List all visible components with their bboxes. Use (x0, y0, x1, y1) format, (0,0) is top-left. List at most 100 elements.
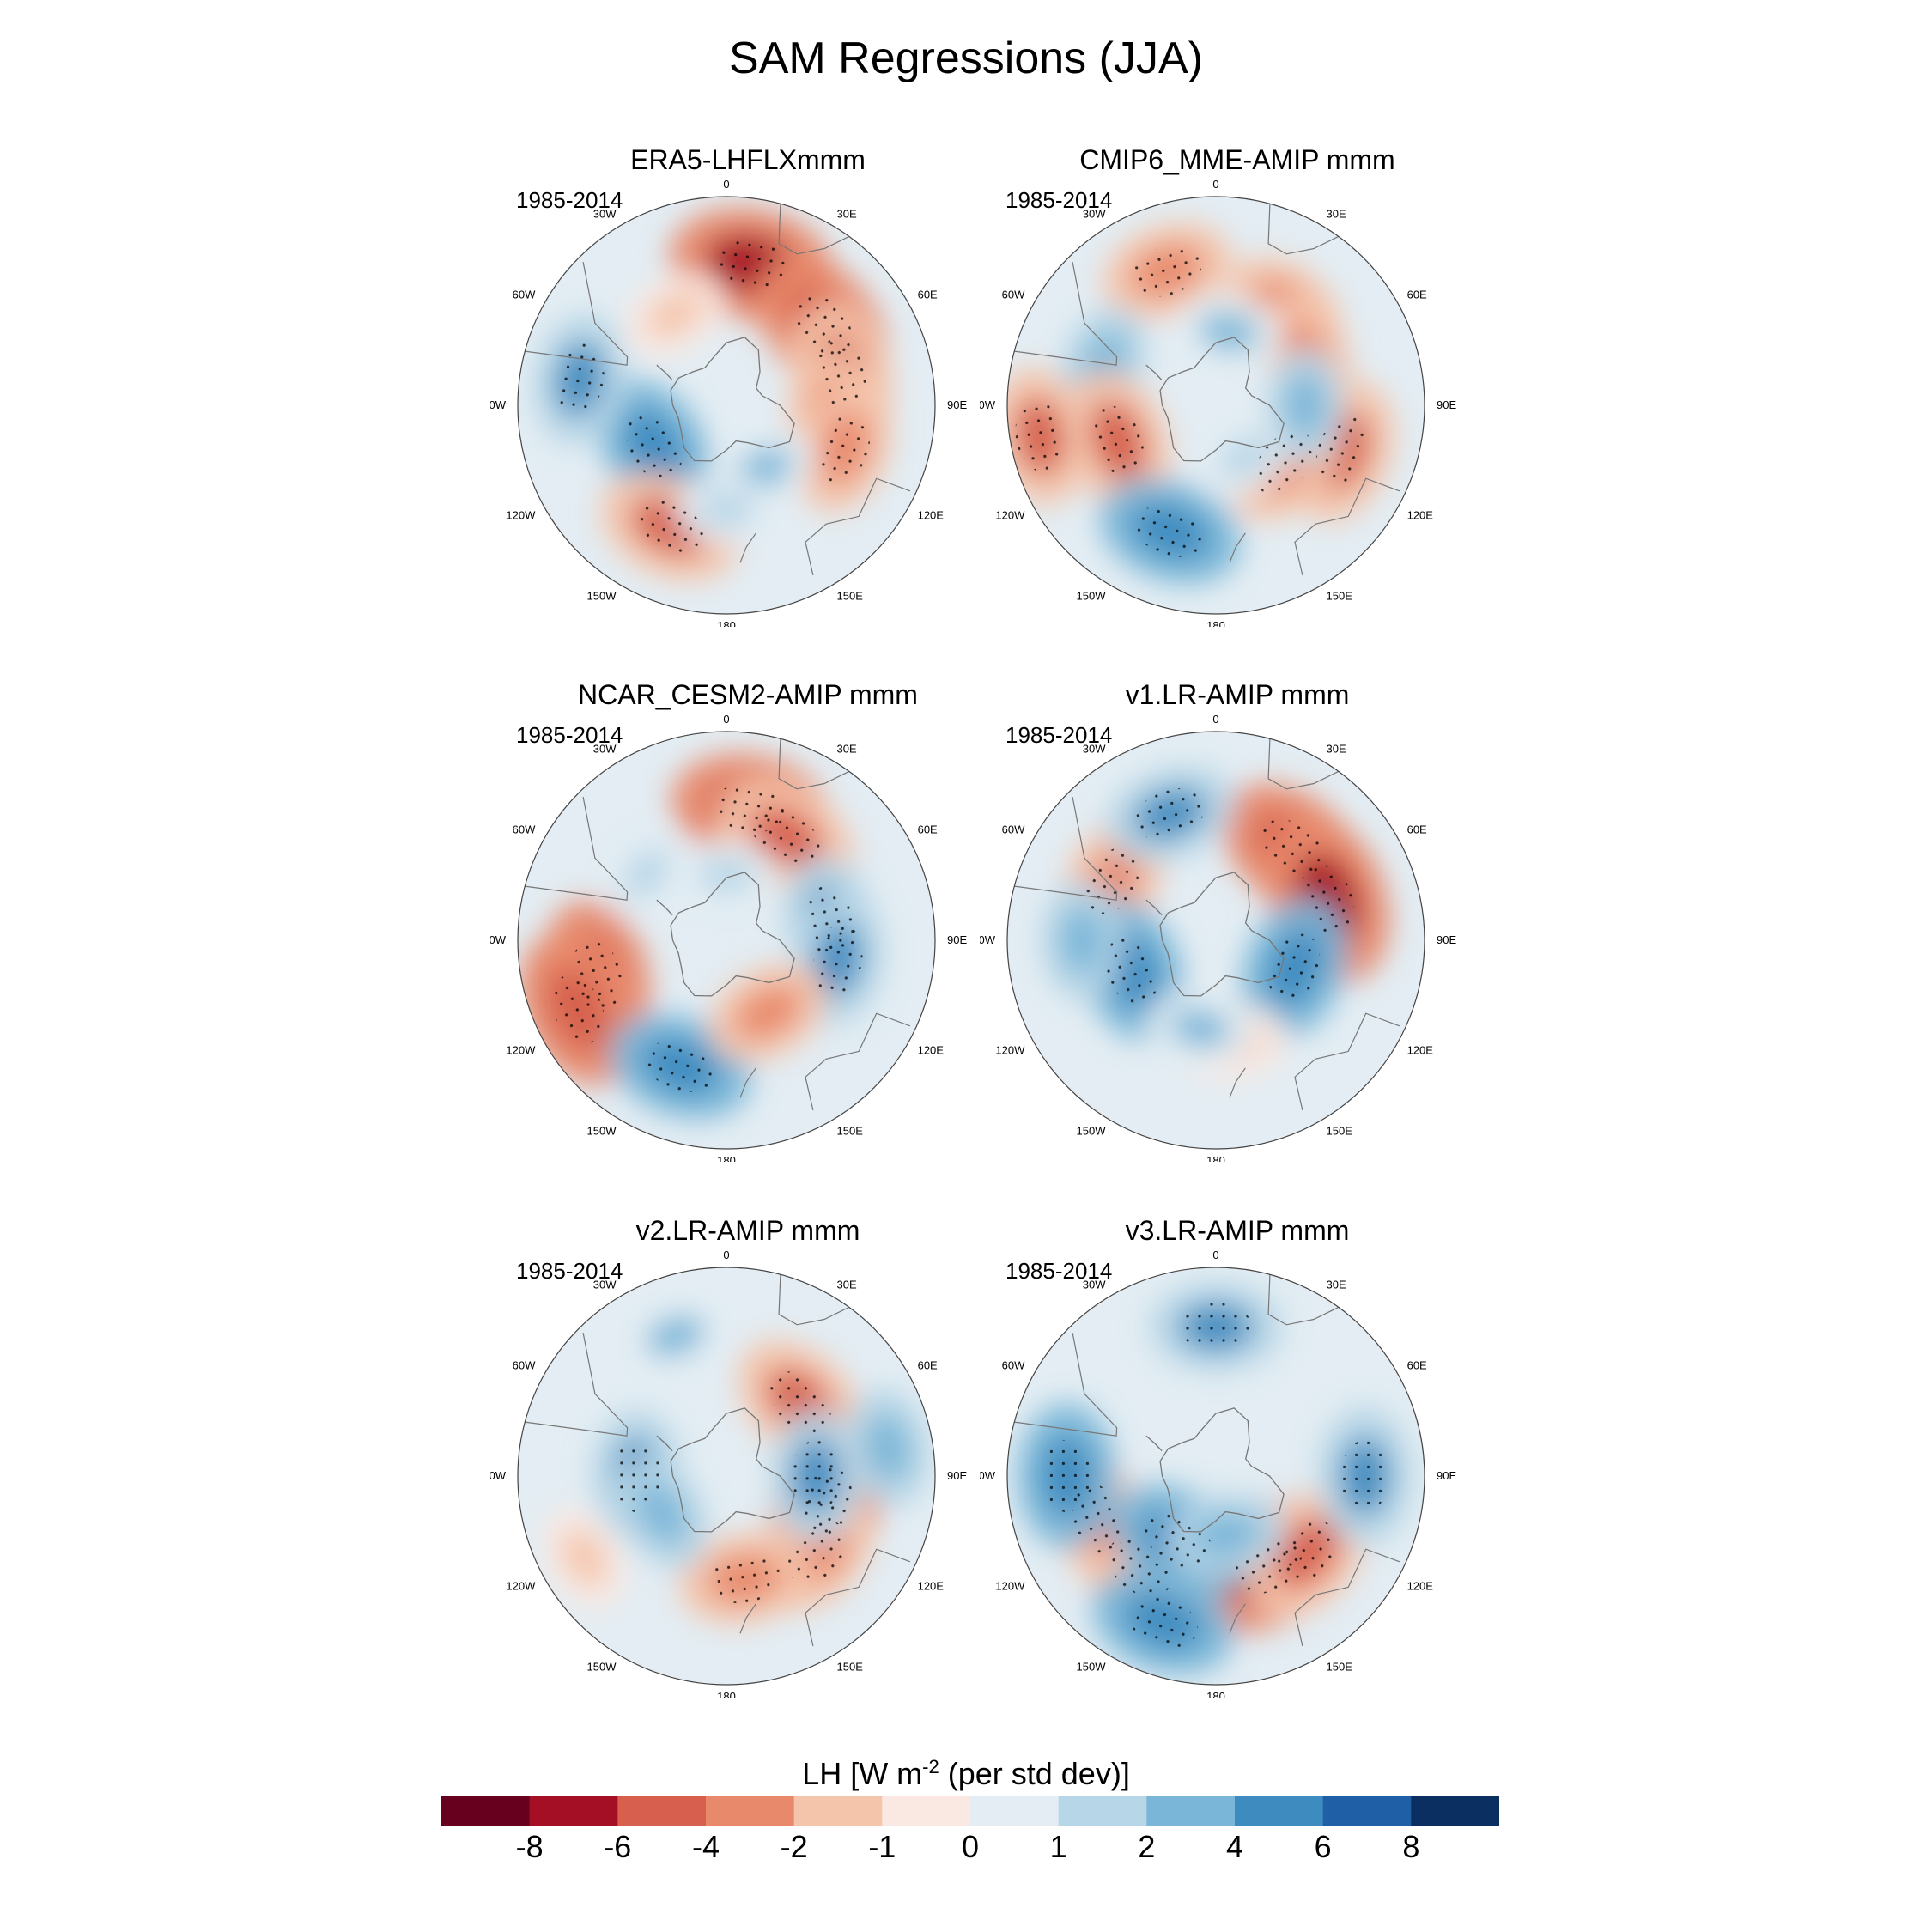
africa-coastline (1267, 1274, 1340, 1326)
map-panel-v1: v1.LR-AMIP mmm 1985-2014 0 30E 60E 90E 120E 1… (980, 679, 1495, 1162)
longitude-label: 60E (1407, 289, 1427, 301)
longitude-label: 180 (717, 1690, 736, 1698)
longitude-label: 180 (717, 619, 736, 627)
antarctic-peninsula (1145, 899, 1163, 916)
new-zealand-coastline (1229, 1603, 1246, 1634)
longitude-label: 60W (513, 1359, 536, 1372)
polar-map: 0 30E 60E 90E 120E 150E 180 150W 120W 90W 60W 30W (980, 1249, 1456, 1698)
longitude-label: 120W (506, 1580, 536, 1593)
longitude-label: 180 (717, 1154, 736, 1162)
longitude-label: 150E (1327, 590, 1353, 603)
new-zealand-coastline (739, 1067, 756, 1098)
longitude-label: 150W (587, 1125, 617, 1138)
longitude-label: 60E (918, 1359, 938, 1372)
south-america-coastline (1014, 261, 1118, 366)
map-border (517, 1267, 936, 1686)
longitude-label: 150W (1077, 1125, 1107, 1138)
colorbar-title-suffix: (per std dev)] (939, 1756, 1130, 1791)
significance-stipple (550, 975, 605, 1044)
south-america-coastline (525, 796, 629, 901)
longitude-label: 30W (1083, 742, 1106, 755)
south-america-coastline (1014, 796, 1118, 901)
longitude-label: 30W (593, 1278, 617, 1291)
australia-coastline (1294, 1012, 1400, 1111)
significance-stipple (1145, 1513, 1212, 1569)
longitude-label: 90W (490, 933, 507, 946)
colorbar-title: LH [W m-2 (per std dev)] (0, 1756, 1932, 1792)
africa-coastline (1267, 204, 1340, 255)
longitude-label: 90E (1437, 398, 1456, 411)
longitude-label: 90W (980, 398, 996, 411)
significance-stipple (1134, 788, 1206, 841)
map-border (517, 731, 936, 1150)
significance-stipple (708, 1554, 781, 1604)
panel-title: v3.LR-AMIP mmm (1125, 1215, 1350, 1246)
colorbar-tick-label: -8 (515, 1829, 544, 1864)
longitude-label: 0 (723, 178, 729, 191)
longitude-label: 60W (1002, 823, 1025, 836)
colorbar (441, 1796, 1499, 1826)
significance-stipple (635, 500, 704, 554)
anomaly-core (735, 986, 801, 1040)
panel-period: 1985-2014 (516, 722, 623, 748)
colorbar-swatch (882, 1796, 971, 1826)
significance-stipple (1261, 819, 1325, 879)
longitude-label: 120E (918, 1580, 945, 1593)
longitude-label: 150E (837, 1661, 864, 1674)
longitude-label: 60E (1407, 823, 1427, 836)
panel-title: CMIP6_MME-AMIP mmm (1079, 144, 1395, 175)
longitude-label: 90W (980, 1469, 996, 1482)
colorbar-tick-label: -2 (780, 1829, 808, 1864)
antarctica-coastline (1159, 872, 1285, 997)
colorbar-tick-label: -6 (604, 1829, 632, 1864)
longitude-label: 120E (918, 509, 945, 522)
significance-stipple (816, 338, 867, 410)
south-america-coastline (1014, 1332, 1118, 1437)
longitude-label: 120W (995, 1044, 1025, 1057)
longitude-label: 90W (490, 1469, 507, 1482)
longitude-label: 90W (980, 933, 996, 946)
figure-title: SAM Regressions (JJA) (729, 33, 1203, 83)
australia-coastline (805, 477, 911, 576)
colorbar-swatch (706, 1796, 795, 1826)
panel-title: v2.LR-AMIP mmm (635, 1215, 860, 1246)
africa-coastline (778, 204, 850, 255)
significance-stipple (555, 343, 605, 416)
longitude-label: 30E (1327, 207, 1346, 220)
longitude-label: 30E (837, 742, 857, 755)
colorbar-tick-label: 4 (1225, 1829, 1244, 1864)
antarctic-peninsula (1145, 364, 1163, 381)
panel-period: 1985-2014 (1005, 187, 1113, 213)
significance-stipple (813, 924, 863, 996)
longitude-label: 150W (587, 590, 617, 603)
longitude-label: 60W (513, 823, 536, 836)
anomaly-core (698, 856, 755, 893)
longitude-label: 120W (995, 509, 1025, 522)
significance-stipple (1072, 1484, 1124, 1554)
anomaly-core (1060, 906, 1103, 975)
significance-stipple (1015, 400, 1065, 472)
significance-stipple (787, 1521, 848, 1585)
longitude-label: 60W (1002, 1359, 1025, 1372)
longitude-label: 90E (947, 398, 967, 411)
longitude-label: 120E (1407, 1580, 1434, 1593)
significance-stipple (818, 413, 870, 483)
longitude-label: 180 (1206, 619, 1225, 627)
map-panel-cmip6: CMIP6_MME-AMIP mmm 1985-2014 0 30E 60E 90E 1… (980, 144, 1495, 627)
longitude-label: 150E (837, 1125, 864, 1138)
longitude-label: 60E (1407, 1359, 1427, 1372)
colorbar-swatch (793, 1796, 883, 1826)
significance-stipple (1268, 933, 1321, 1004)
significance-stipple (715, 240, 787, 289)
antarctica-coastline (670, 1407, 795, 1533)
longitude-label: 30E (837, 207, 857, 220)
significance-stipple (1132, 245, 1202, 297)
anomaly-core (1170, 1008, 1230, 1048)
new-zealand-coastline (1229, 532, 1246, 563)
longitude-label: 120W (506, 509, 536, 522)
anomaly-core (1285, 373, 1326, 438)
panel-title: NCAR_CESM2-AMIP mmm (578, 679, 918, 710)
longitude-label: 60E (918, 289, 938, 301)
longitude-label: 120E (918, 1044, 945, 1057)
longitude-label: 30W (1083, 207, 1106, 220)
